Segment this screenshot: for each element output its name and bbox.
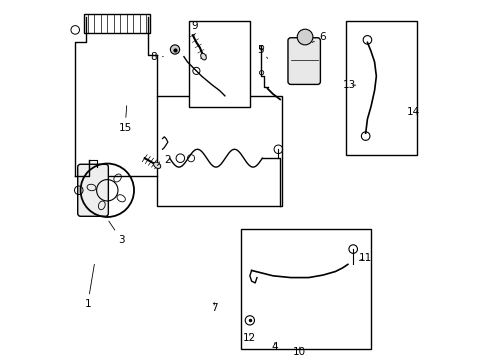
FancyBboxPatch shape: [78, 164, 108, 216]
FancyBboxPatch shape: [287, 38, 320, 85]
Text: 8: 8: [150, 51, 163, 62]
Text: 14: 14: [407, 107, 420, 117]
Circle shape: [297, 29, 312, 45]
Text: 7: 7: [210, 302, 217, 313]
Text: 4: 4: [271, 342, 278, 352]
Bar: [84, 14, 150, 33]
Ellipse shape: [153, 162, 161, 168]
Bar: [189, 21, 249, 107]
Text: 5: 5: [257, 45, 267, 58]
Ellipse shape: [200, 53, 206, 60]
Circle shape: [170, 45, 179, 54]
Text: 12: 12: [243, 333, 256, 343]
Text: 15: 15: [118, 106, 131, 133]
Text: 1: 1: [84, 264, 94, 309]
Bar: [157, 96, 282, 206]
Text: 9: 9: [191, 21, 198, 35]
Text: 13: 13: [342, 80, 356, 90]
Bar: [241, 229, 370, 349]
Text: 3: 3: [109, 221, 124, 245]
Text: 11: 11: [358, 253, 371, 263]
Text: 6: 6: [311, 32, 325, 42]
Text: 10: 10: [293, 347, 305, 357]
Text: 2: 2: [157, 155, 171, 165]
Bar: [346, 21, 416, 155]
